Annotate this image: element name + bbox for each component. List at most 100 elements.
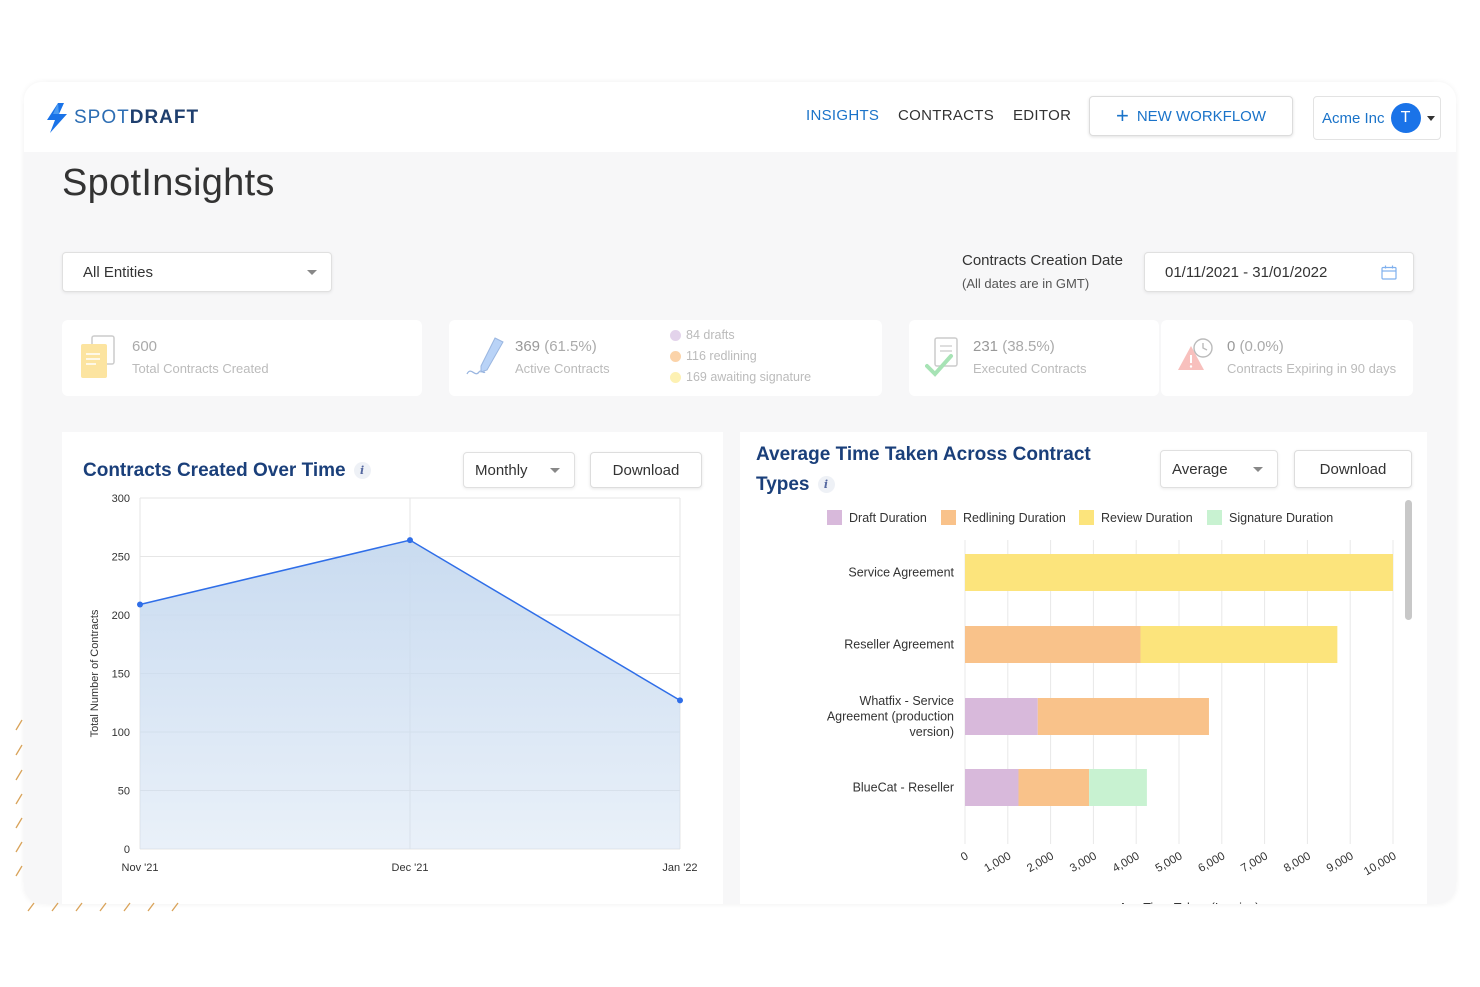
legend-swatch bbox=[1079, 510, 1094, 525]
contracts-over-time-title: Contracts Created Over Time i bbox=[83, 460, 371, 482]
series-area bbox=[140, 540, 680, 849]
nav-contracts[interactable]: CONTRACTS bbox=[898, 107, 995, 124]
lightning-logo-icon bbox=[47, 103, 67, 133]
aggregation-select[interactable]: Average bbox=[1160, 450, 1278, 488]
x-tick-label: 0 bbox=[959, 850, 971, 864]
drafts-count: 84 drafts bbox=[670, 328, 735, 342]
dropdown-arrow-icon bbox=[307, 270, 317, 275]
x-tick-label: 8,000 bbox=[1282, 850, 1313, 875]
total-contracts-value: 600 bbox=[132, 338, 158, 355]
bar-segment bbox=[1089, 769, 1147, 806]
contracts-area-chart: 0 50 100 150 200 250 300 Nov '21 Dec '21 Jan '22 T… bbox=[89, 493, 698, 874]
calendar-icon bbox=[1381, 265, 1397, 280]
legend-swatch bbox=[941, 510, 956, 525]
x-tick-label: Jan '22 bbox=[662, 862, 697, 874]
new-workflow-button[interactable]: + NEW WORKFLOW bbox=[1089, 96, 1293, 136]
contracts-over-time-card: Contracts Created Over Time i Monthly Dow… bbox=[62, 432, 723, 904]
document-check-icon bbox=[925, 337, 958, 377]
total-contracts-label: Total Contracts Created bbox=[132, 361, 269, 376]
active-pct: (61.5%) bbox=[544, 338, 597, 355]
y-tick-label: 200 bbox=[112, 610, 130, 622]
active-contracts-label: Active Contracts bbox=[515, 361, 610, 376]
plus-icon: + bbox=[1115, 103, 1129, 128]
y-tick-label: 150 bbox=[112, 669, 130, 681]
bar-segment bbox=[965, 698, 1038, 735]
nav-editor[interactable]: EDITOR bbox=[1013, 107, 1072, 124]
executed-pct: (38.5%) bbox=[1002, 338, 1055, 355]
legend-swatch bbox=[827, 510, 842, 525]
page-title: SpotInsights bbox=[62, 162, 275, 204]
redlining-text: 116 redlining bbox=[686, 349, 757, 363]
info-icon[interactable]: i bbox=[817, 476, 835, 494]
x-axis-label: Avg Time Taken (In mins) bbox=[1119, 901, 1260, 904]
executed-contracts-label: Executed Contracts bbox=[973, 361, 1087, 376]
x-tick-label: 1,000 bbox=[982, 850, 1013, 875]
logo-wordmark: SPOTDRAFT bbox=[74, 107, 200, 128]
awaiting-signature-count: 169 awaiting signature bbox=[670, 370, 811, 384]
x-tick-label: 2,000 bbox=[1025, 850, 1056, 875]
y-tick-label: 0 bbox=[124, 844, 130, 856]
expiring-count: 0 bbox=[1227, 338, 1236, 355]
x-tick-label: 7,000 bbox=[1239, 850, 1270, 875]
stat-active-contracts: 369 (61.5%) Active Contracts 84 drafts 1… bbox=[449, 320, 882, 396]
warning-clock-icon bbox=[1178, 338, 1213, 370]
category-label: version) bbox=[910, 725, 954, 739]
x-tick-label: 9,000 bbox=[1325, 850, 1356, 875]
avg-time-bar-chart: Draft Duration Redlining Duration Review D… bbox=[827, 500, 1412, 904]
date-filter-label: Contracts Creation Date bbox=[962, 252, 1123, 269]
data-point bbox=[677, 697, 683, 704]
download-button[interactable]: Download bbox=[1294, 450, 1412, 488]
avg-time-title: Average Time Taken Across Contract Types… bbox=[756, 440, 1091, 500]
date-filter-note: (All dates are in GMT) bbox=[962, 276, 1090, 291]
x-tick-label: 3,000 bbox=[1068, 850, 1099, 875]
y-tick-label: 100 bbox=[112, 727, 130, 739]
stat-total-contracts: 600 Total Contracts Created bbox=[62, 320, 422, 396]
account-menu[interactable]: Acme Inc T bbox=[1313, 96, 1441, 140]
nav-insights[interactable]: INSIGHTS bbox=[806, 107, 880, 124]
executed-count: 231 bbox=[973, 338, 999, 355]
avg-time-card: Average Time Taken Across Contract Types… bbox=[740, 432, 1427, 904]
contracts-over-time-title-text: Contracts Created Over Time bbox=[83, 460, 346, 481]
insights-content: SpotInsights All Entities Contracts Crea… bbox=[24, 152, 1456, 904]
period-select-value: Monthly bbox=[475, 461, 528, 479]
new-workflow-label: NEW WORKFLOW bbox=[1136, 107, 1266, 125]
y-tick-label: 300 bbox=[112, 493, 130, 505]
decorative-stripes bbox=[15, 719, 179, 912]
spotdraft-logo[interactable]: SPOTDRAFT bbox=[44, 102, 199, 134]
entity-select[interactable]: All Entities bbox=[62, 252, 332, 292]
date-range-value: 01/11/2021 - 31/01/2022 bbox=[1165, 263, 1328, 281]
expiring-contracts-value: 0 (0.0%) bbox=[1227, 338, 1284, 355]
y-tick-label: 250 bbox=[112, 552, 130, 564]
download-button[interactable]: Download bbox=[590, 452, 702, 488]
bar-segment bbox=[965, 626, 1141, 663]
expiring-pct: (0.0%) bbox=[1239, 338, 1284, 355]
executed-contracts-value: 231 (38.5%) bbox=[973, 338, 1055, 355]
y-axis-label: Total Number of Contracts bbox=[89, 609, 101, 737]
x-tick-label: 6,000 bbox=[1196, 850, 1227, 875]
category-label: BlueCat - Reseller bbox=[853, 781, 954, 795]
category-label: Agreement (production bbox=[827, 710, 954, 724]
drafts-text: 84 drafts bbox=[686, 328, 735, 342]
pen-signature-icon bbox=[466, 337, 504, 375]
awaiting-dot bbox=[670, 371, 681, 383]
aggregation-select-value: Average bbox=[1172, 460, 1228, 478]
app-window: SPOTDRAFT INSIGHTS CONTRACTS EDITOR + NE… bbox=[24, 82, 1456, 904]
dropdown-arrow-icon bbox=[550, 468, 560, 473]
legend-label: Review Duration bbox=[1101, 511, 1193, 525]
account-name: Acme Inc bbox=[1322, 109, 1385, 127]
data-point bbox=[137, 601, 143, 608]
dropdown-arrow-icon bbox=[1253, 467, 1263, 472]
category-label: Reseller Agreement bbox=[844, 638, 954, 652]
info-icon[interactable]: i bbox=[353, 462, 371, 480]
stat-executed-contracts: 231 (38.5%) Executed Contracts bbox=[909, 320, 1159, 396]
period-select[interactable]: Monthly bbox=[463, 452, 575, 488]
legend-swatch bbox=[1207, 510, 1222, 525]
date-range-input[interactable]: 01/11/2021 - 31/01/2022 bbox=[1144, 252, 1414, 292]
category-label: Whatfix - Service bbox=[860, 694, 955, 708]
data-point bbox=[407, 537, 413, 544]
x-tick-label: Nov '21 bbox=[122, 862, 159, 874]
legend-label: Signature Duration bbox=[1229, 511, 1333, 525]
scrollbar-thumb bbox=[1405, 500, 1412, 620]
redlining-count: 116 redlining bbox=[670, 349, 757, 363]
document-stack-icon bbox=[81, 335, 115, 378]
